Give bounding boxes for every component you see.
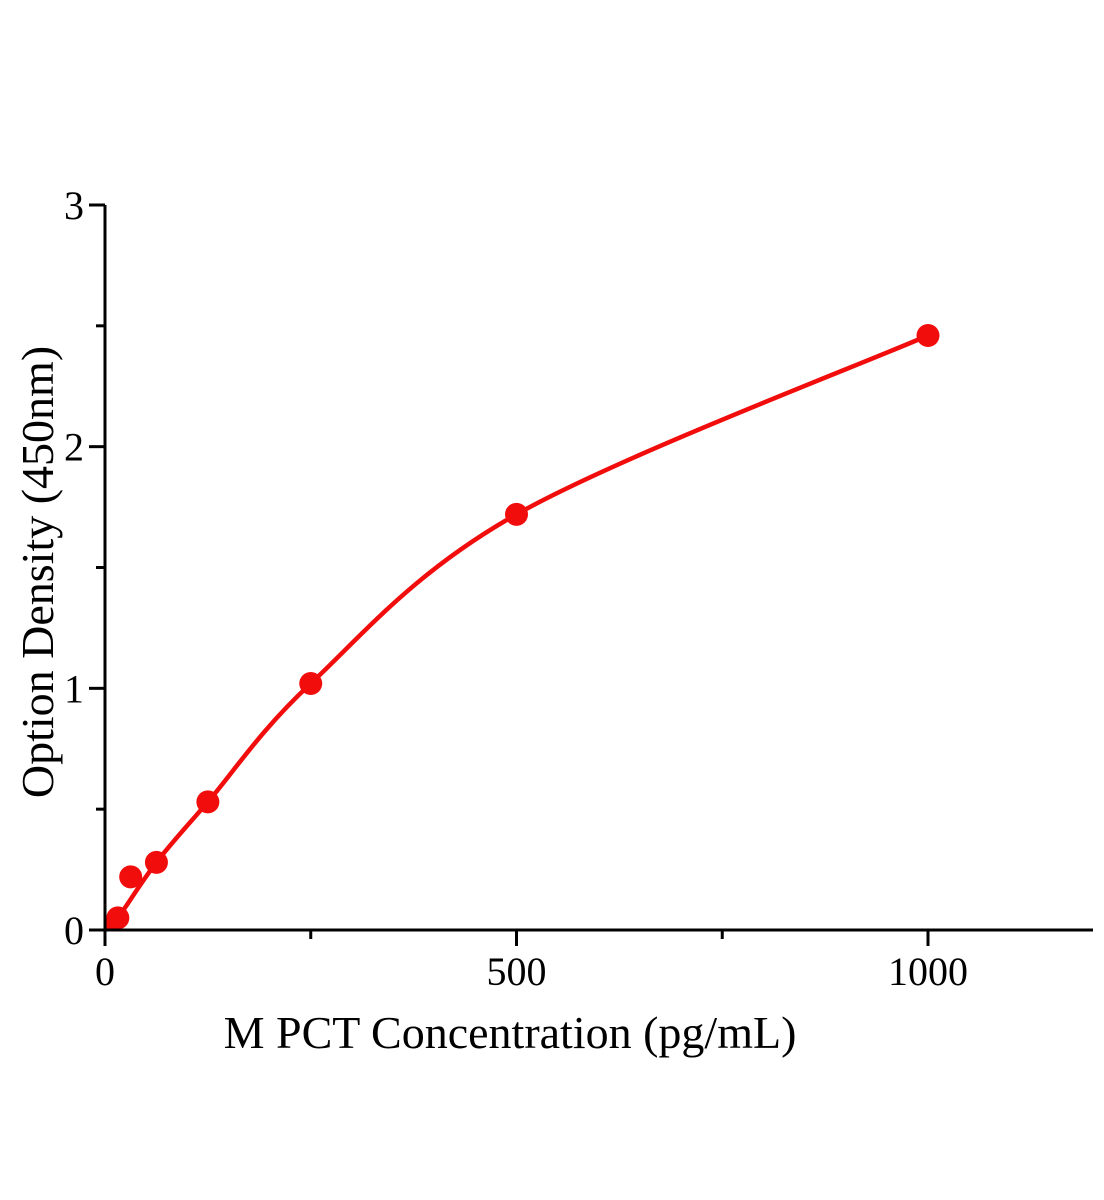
x-axis-tick-label: 500 — [487, 949, 547, 994]
data-point-marker — [144, 850, 168, 874]
y-axis-tick-label: 2 — [64, 425, 84, 470]
data-point-marker — [505, 502, 528, 526]
y-axis-tick-label: 3 — [64, 183, 84, 228]
y-axis-tick-label: 0 — [64, 908, 84, 953]
x-axis-title: M PCT Concentration (pg/mL) — [223, 1007, 797, 1058]
x-axis-tick-label: 0 — [95, 949, 115, 994]
fit-curve-line — [103, 333, 929, 930]
data-point-marker — [106, 906, 130, 930]
x-axis-tick-label: 1000 — [888, 949, 968, 994]
y-axis-title: Option Density (450nm) — [12, 345, 63, 799]
data-point-marker — [299, 672, 323, 695]
data-point-marker — [916, 324, 940, 347]
data-point-marker — [196, 790, 220, 814]
y-axis-tick-label: 1 — [64, 666, 84, 711]
data-point-marker — [119, 865, 143, 889]
